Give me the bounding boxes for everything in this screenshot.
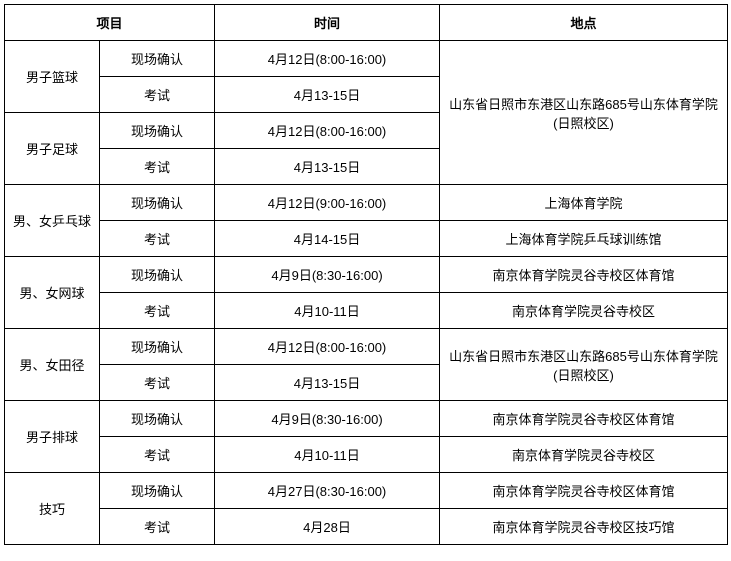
location-cell: 南京体育学院灵谷寺校区体育馆 [440, 473, 728, 509]
header-project: 项目 [5, 5, 215, 41]
schedule-table: 项目 时间 地点 男子篮球 现场确认 4月12日(8:00-16:00) 山东省… [4, 4, 728, 545]
confirm-label: 现场确认 [100, 185, 215, 221]
location-cell: 上海体育学院 [440, 185, 728, 221]
confirm-label: 现场确认 [100, 41, 215, 77]
project-cell: 男子排球 [5, 401, 100, 473]
location-cell: 山东省日照市东港区山东路685号山东体育学院(日照校区) [440, 41, 728, 185]
time-cell: 4月10-11日 [215, 293, 440, 329]
table-row: 男、女乒乓球 现场确认 4月12日(9:00-16:00) 上海体育学院 [5, 185, 728, 221]
project-cell: 男子篮球 [5, 41, 100, 113]
project-cell: 男、女田径 [5, 329, 100, 401]
time-cell: 4月12日(8:00-16:00) [215, 113, 440, 149]
exam-label: 考试 [100, 365, 215, 401]
location-cell: 山东省日照市东港区山东路685号山东体育学院(日照校区) [440, 329, 728, 401]
table-row: 考试 4月10-11日 南京体育学院灵谷寺校区 [5, 437, 728, 473]
time-cell: 4月28日 [215, 509, 440, 545]
table-row: 男子篮球 现场确认 4月12日(8:00-16:00) 山东省日照市东港区山东路… [5, 41, 728, 77]
location-cell: 南京体育学院灵谷寺校区体育馆 [440, 257, 728, 293]
time-cell: 4月9日(8:30-16:00) [215, 401, 440, 437]
header-time: 时间 [215, 5, 440, 41]
time-cell: 4月13-15日 [215, 77, 440, 113]
table-row: 技巧 现场确认 4月27日(8:30-16:00) 南京体育学院灵谷寺校区体育馆 [5, 473, 728, 509]
time-cell: 4月10-11日 [215, 437, 440, 473]
time-cell: 4月12日(9:00-16:00) [215, 185, 440, 221]
exam-label: 考试 [100, 509, 215, 545]
table-row: 考试 4月28日 南京体育学院灵谷寺校区技巧馆 [5, 509, 728, 545]
project-cell: 男、女乒乓球 [5, 185, 100, 257]
time-cell: 4月12日(8:00-16:00) [215, 329, 440, 365]
table-row: 男子排球 现场确认 4月9日(8:30-16:00) 南京体育学院灵谷寺校区体育… [5, 401, 728, 437]
confirm-label: 现场确认 [100, 473, 215, 509]
header-row: 项目 时间 地点 [5, 5, 728, 41]
location-cell: 南京体育学院灵谷寺校区体育馆 [440, 401, 728, 437]
location-cell: 南京体育学院灵谷寺校区 [440, 437, 728, 473]
time-cell: 4月13-15日 [215, 149, 440, 185]
time-cell: 4月14-15日 [215, 221, 440, 257]
confirm-label: 现场确认 [100, 401, 215, 437]
project-cell: 男、女网球 [5, 257, 100, 329]
time-cell: 4月13-15日 [215, 365, 440, 401]
exam-label: 考试 [100, 77, 215, 113]
table-row: 考试 4月10-11日 南京体育学院灵谷寺校区 [5, 293, 728, 329]
table-row: 男、女网球 现场确认 4月9日(8:30-16:00) 南京体育学院灵谷寺校区体… [5, 257, 728, 293]
confirm-label: 现场确认 [100, 113, 215, 149]
table-row: 考试 4月14-15日 上海体育学院乒乓球训练馆 [5, 221, 728, 257]
table-row: 男、女田径 现场确认 4月12日(8:00-16:00) 山东省日照市东港区山东… [5, 329, 728, 365]
confirm-label: 现场确认 [100, 257, 215, 293]
confirm-label: 现场确认 [100, 329, 215, 365]
location-cell: 南京体育学院灵谷寺校区技巧馆 [440, 509, 728, 545]
project-cell: 技巧 [5, 473, 100, 545]
exam-label: 考试 [100, 149, 215, 185]
exam-label: 考试 [100, 221, 215, 257]
time-cell: 4月12日(8:00-16:00) [215, 41, 440, 77]
project-cell: 男子足球 [5, 113, 100, 185]
header-location: 地点 [440, 5, 728, 41]
exam-label: 考试 [100, 437, 215, 473]
location-cell: 上海体育学院乒乓球训练馆 [440, 221, 728, 257]
time-cell: 4月9日(8:30-16:00) [215, 257, 440, 293]
location-cell: 南京体育学院灵谷寺校区 [440, 293, 728, 329]
time-cell: 4月27日(8:30-16:00) [215, 473, 440, 509]
exam-label: 考试 [100, 293, 215, 329]
